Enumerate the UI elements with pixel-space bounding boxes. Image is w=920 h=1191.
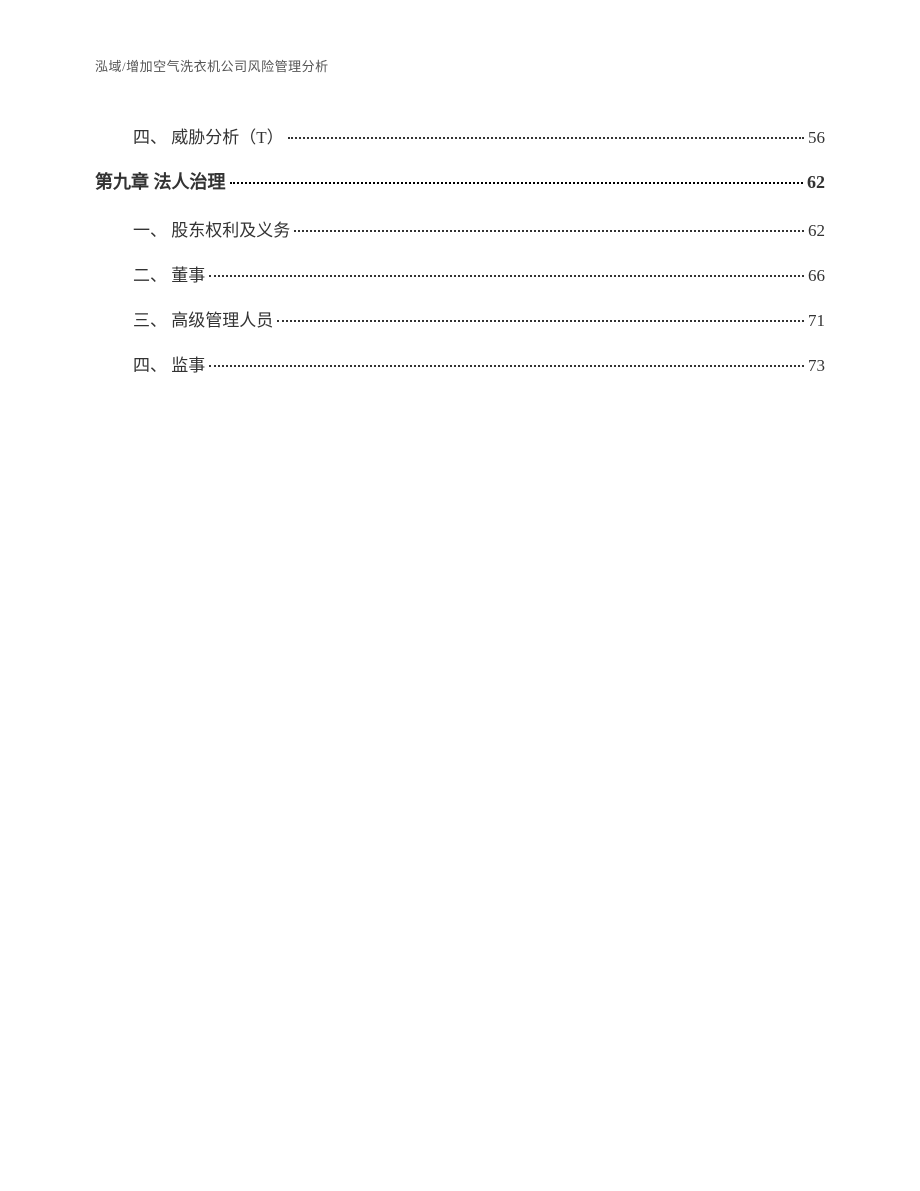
toc-dots (277, 320, 804, 322)
toc-chapter-entry: 第九章 法人治理 62 (95, 168, 825, 194)
toc-label: 四、 威胁分析（T） (133, 123, 284, 148)
toc-entry: 四、 监事 73 (95, 351, 825, 376)
toc-dots (288, 137, 804, 139)
toc-page: 71 (808, 311, 825, 331)
toc-dots (230, 182, 804, 184)
toc-entry: 一、 股东权利及义务 62 (95, 216, 825, 241)
toc-page: 73 (808, 356, 825, 376)
toc-page: 62 (808, 221, 825, 241)
toc-label: 四、 监事 (133, 351, 205, 376)
toc-dots (294, 230, 804, 232)
toc-label: 二、 董事 (133, 261, 205, 286)
toc-entry: 四、 威胁分析（T） 56 (95, 123, 825, 148)
page-container: 泓域/增加空气洗衣机公司风险管理分析 四、 威胁分析（T） 56 第九章 法人治… (0, 0, 920, 376)
toc-chapter-label: 第九章 法人治理 (95, 168, 226, 194)
toc-dots (209, 365, 804, 367)
toc-label: 三、 高级管理人员 (133, 306, 273, 331)
toc-entry: 三、 高级管理人员 71 (95, 306, 825, 331)
toc-page: 56 (808, 128, 825, 148)
toc-label: 一、 股东权利及义务 (133, 216, 290, 241)
page-header: 泓域/增加空气洗衣机公司风险管理分析 (95, 56, 825, 75)
toc-page: 66 (808, 266, 825, 286)
toc-entry: 二、 董事 66 (95, 261, 825, 286)
toc-page: 62 (807, 172, 825, 193)
toc-dots (209, 275, 804, 277)
